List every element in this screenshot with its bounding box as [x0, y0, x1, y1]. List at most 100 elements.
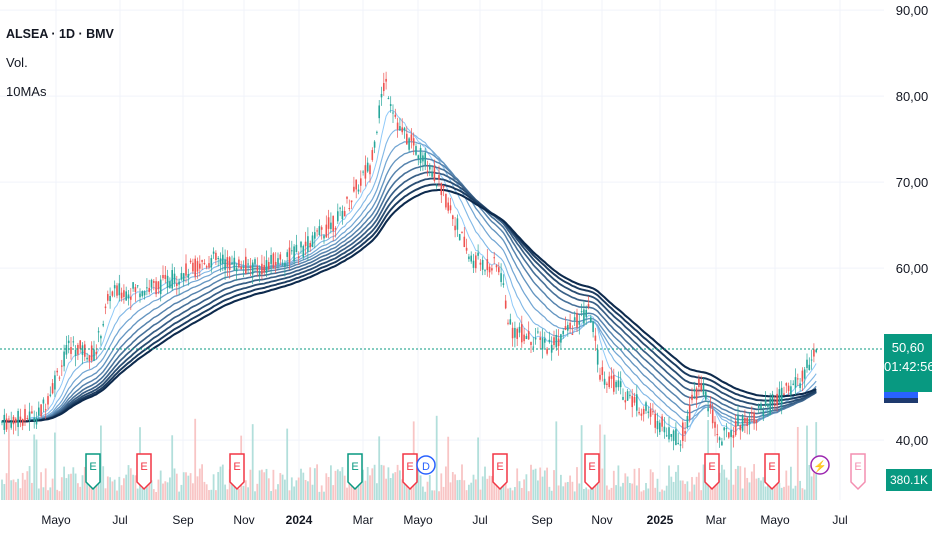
- candle-body: [803, 369, 806, 379]
- candle-body: [452, 215, 454, 220]
- volume-bar: [442, 486, 445, 500]
- candle-body: [599, 374, 601, 380]
- volume-bar: [249, 469, 252, 500]
- candle-body: [118, 283, 121, 296]
- candle-body: [527, 330, 530, 340]
- candle-body: [748, 418, 751, 425]
- time-axis[interactable]: Mayo Jul Sep Nov 2024 Mar Mayo Jul Sep Nov 2025 Mar…: [41, 513, 847, 527]
- volume-bar: [44, 468, 47, 500]
- volume-bar: [132, 474, 134, 500]
- volume-bar: [730, 416, 732, 500]
- volume-bar: [576, 467, 578, 500]
- ma-indicator-label[interactable]: 10MAs: [6, 84, 47, 99]
- candle-body: [546, 348, 548, 354]
- candle-body: [511, 327, 514, 339]
- candle-body: [723, 427, 725, 431]
- volume-bar: [217, 472, 220, 500]
- candle-body: [521, 324, 523, 343]
- volume-bar: [14, 482, 17, 500]
- candle-body: [277, 258, 279, 265]
- candle-body: [585, 310, 587, 317]
- candle-body: [274, 261, 277, 266]
- volume-bar: [491, 476, 493, 500]
- candle-body: [65, 344, 68, 355]
- candle-body: [26, 418, 29, 420]
- volume-indicator-label[interactable]: Vol.: [6, 55, 28, 70]
- candle-body: [776, 393, 778, 406]
- volume-bar: [497, 487, 500, 500]
- symbol-title[interactable]: ALSEA · 1D · BMV: [6, 27, 114, 41]
- volume-bar: [422, 486, 424, 500]
- volume-bar: [553, 470, 555, 500]
- candle-body: [728, 432, 730, 438]
- volume-bar: [58, 491, 61, 500]
- volume-bar: [488, 475, 491, 500]
- time-tick-label: Sep: [531, 513, 553, 527]
- moving-average-line: [1, 157, 817, 423]
- moving-averages: [1, 109, 817, 437]
- candle-body: [28, 411, 31, 421]
- volume-bar: [610, 487, 613, 500]
- volume-bar: [617, 465, 620, 500]
- volume-bar: [189, 473, 192, 500]
- volume-bar: [106, 476, 109, 500]
- volume-bar: [677, 465, 680, 500]
- candle-body: [88, 355, 91, 362]
- candle-body: [484, 270, 486, 272]
- candle-body: [1, 421, 3, 423]
- volume-bar: [215, 490, 217, 500]
- candle-body: [757, 405, 760, 408]
- candle-body: [228, 257, 231, 270]
- candle-body: [550, 344, 553, 353]
- candle-body: [104, 306, 107, 309]
- volume-bar: [748, 482, 751, 500]
- volume-bar: [258, 470, 261, 500]
- candle-body: [279, 254, 282, 260]
- candle-body: [249, 266, 252, 269]
- candle-body: [245, 256, 247, 274]
- candle-body: [272, 253, 275, 269]
- candle-body: [327, 217, 330, 229]
- time-tick-label: Mayo: [403, 513, 433, 527]
- price-axis[interactable]: 90,00 80,00 70,00 60,00 40,00: [896, 3, 929, 448]
- candle-body: [516, 328, 518, 339]
- volume-bar: [530, 464, 532, 500]
- event-marker: E: [704, 453, 720, 491]
- volume-bar: [392, 473, 394, 500]
- volume-bar: [675, 471, 677, 500]
- volume-bar: [578, 483, 581, 500]
- volume-bar: [539, 467, 542, 500]
- volume-bar: [198, 468, 201, 500]
- volume-bar: [284, 479, 286, 500]
- candle-body: [369, 165, 371, 175]
- candle-body: [157, 281, 160, 290]
- candle-body: [284, 262, 286, 267]
- candle-body: [488, 266, 491, 273]
- candle-body: [49, 394, 52, 396]
- event-marker: E: [492, 453, 508, 491]
- event-marker: D: [416, 455, 436, 475]
- candle-body: [495, 265, 498, 268]
- candle-body: [458, 234, 461, 241]
- candle-body: [518, 326, 521, 333]
- volume-bar: [113, 479, 116, 500]
- candle-body: [295, 244, 298, 253]
- candle-body: [447, 202, 449, 211]
- candle-body: [636, 394, 638, 411]
- volume-bar: [465, 490, 468, 500]
- volume-bar: [555, 421, 558, 500]
- candle-body: [155, 281, 157, 295]
- candle-body: [380, 93, 383, 98]
- candle-body: [219, 258, 222, 265]
- volume-bar: [454, 474, 456, 500]
- volume-bar: [219, 466, 222, 500]
- candle-body: [746, 417, 748, 427]
- volume-bar: [753, 464, 755, 500]
- volume-bar: [744, 467, 746, 500]
- volume-bar: [81, 475, 84, 500]
- volume-bar: [353, 478, 355, 500]
- volume-bar: [585, 487, 588, 500]
- candle-body: [251, 262, 254, 275]
- volume-bar: [323, 491, 325, 500]
